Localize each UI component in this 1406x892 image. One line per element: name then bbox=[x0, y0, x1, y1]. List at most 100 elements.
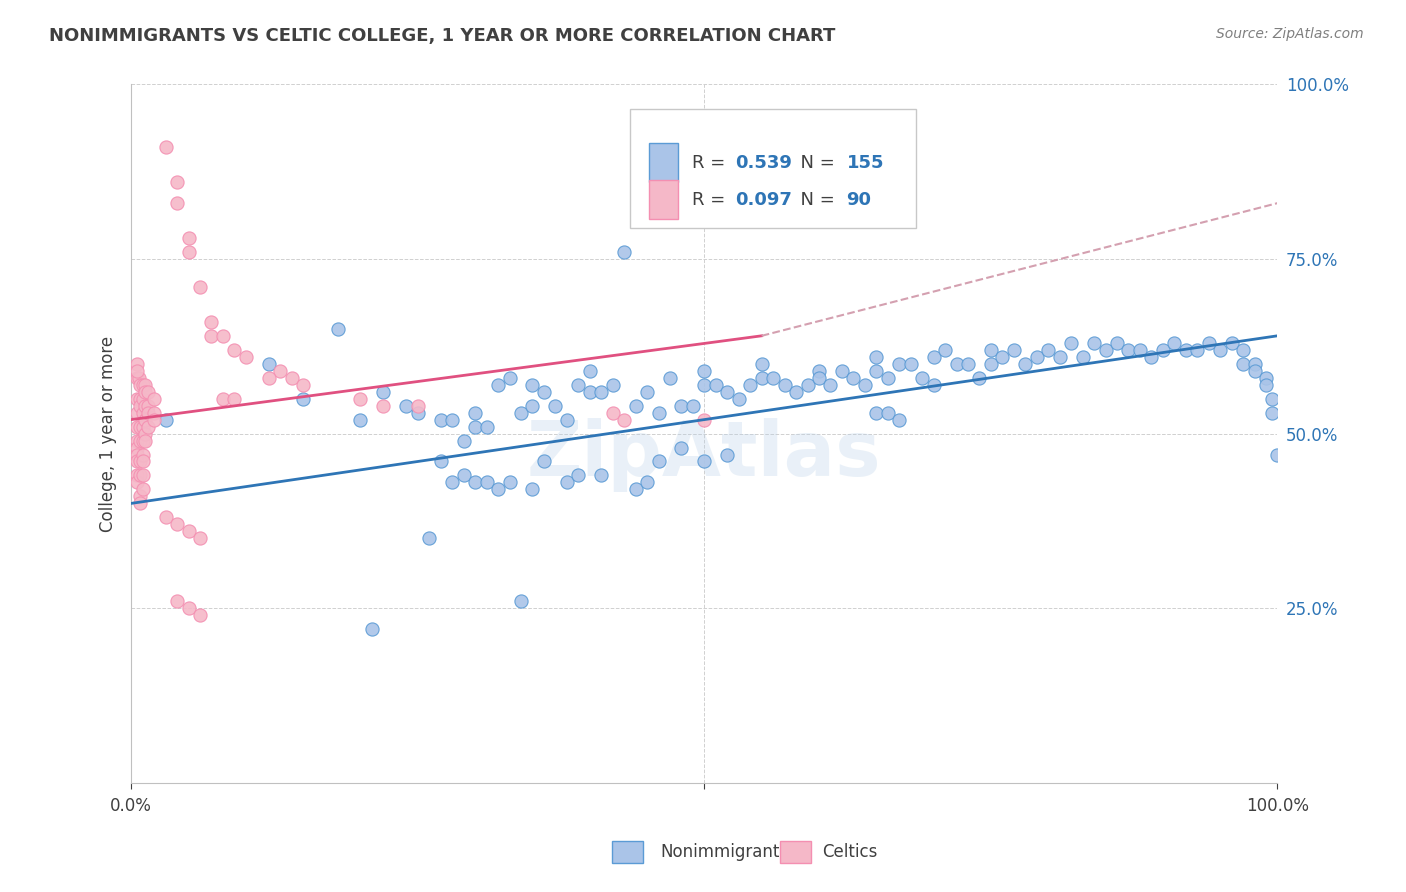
Point bbox=[188, 280, 211, 294]
Point bbox=[945, 357, 967, 371]
Point bbox=[429, 454, 451, 468]
Point bbox=[704, 377, 727, 392]
Point bbox=[406, 399, 429, 413]
Point bbox=[138, 406, 160, 420]
Point bbox=[602, 406, 624, 420]
Point bbox=[740, 377, 762, 392]
Point bbox=[125, 419, 148, 434]
Point bbox=[373, 399, 395, 413]
Point bbox=[555, 475, 578, 490]
Point bbox=[1129, 343, 1152, 357]
Point bbox=[134, 384, 156, 399]
Point bbox=[395, 399, 418, 413]
Point bbox=[129, 377, 152, 392]
Point bbox=[624, 483, 647, 497]
Point bbox=[1220, 335, 1243, 350]
Point bbox=[132, 392, 155, 406]
Point bbox=[129, 454, 152, 468]
Point bbox=[132, 468, 155, 483]
Point bbox=[1163, 335, 1185, 350]
Point bbox=[522, 377, 544, 392]
Point bbox=[900, 357, 922, 371]
Point bbox=[132, 434, 155, 448]
Point bbox=[138, 399, 160, 413]
Point bbox=[486, 483, 509, 497]
Text: 155: 155 bbox=[846, 153, 884, 171]
Point bbox=[510, 406, 533, 420]
Point bbox=[889, 357, 911, 371]
Point bbox=[212, 392, 235, 406]
Point bbox=[1105, 335, 1128, 350]
Point bbox=[464, 419, 486, 434]
Point bbox=[613, 245, 636, 260]
Point bbox=[636, 475, 658, 490]
Point bbox=[693, 377, 716, 392]
Point bbox=[636, 384, 658, 399]
Point bbox=[361, 622, 384, 636]
Point bbox=[188, 531, 211, 545]
Point bbox=[235, 350, 257, 364]
Point bbox=[510, 594, 533, 608]
Point bbox=[807, 370, 830, 384]
Point bbox=[125, 468, 148, 483]
Text: 90: 90 bbox=[846, 191, 872, 209]
Point bbox=[1014, 357, 1036, 371]
Text: ZipAtlas: ZipAtlas bbox=[527, 417, 882, 491]
Point bbox=[1060, 335, 1083, 350]
Point bbox=[134, 412, 156, 426]
Point bbox=[257, 357, 280, 371]
Point bbox=[1209, 343, 1232, 357]
Point bbox=[143, 412, 166, 426]
Point bbox=[1232, 343, 1254, 357]
Point bbox=[129, 496, 152, 510]
Point bbox=[464, 475, 486, 490]
Point bbox=[1094, 343, 1116, 357]
Point bbox=[125, 448, 148, 462]
Point bbox=[922, 350, 945, 364]
Point bbox=[441, 412, 464, 426]
Point bbox=[1140, 350, 1163, 364]
Point bbox=[1025, 350, 1047, 364]
Point bbox=[143, 406, 166, 420]
Point bbox=[188, 608, 211, 623]
Text: Nonimmigrants: Nonimmigrants bbox=[661, 843, 789, 861]
Point bbox=[269, 364, 291, 378]
Point bbox=[326, 322, 349, 336]
Point bbox=[129, 468, 152, 483]
Point bbox=[773, 377, 796, 392]
Point bbox=[125, 406, 148, 420]
Point bbox=[155, 510, 177, 524]
Point bbox=[453, 468, 475, 483]
Point bbox=[257, 370, 280, 384]
Point bbox=[762, 370, 785, 384]
Point bbox=[716, 384, 738, 399]
Point bbox=[128, 370, 150, 384]
Point bbox=[200, 328, 222, 343]
Point bbox=[132, 454, 155, 468]
Point bbox=[1002, 343, 1025, 357]
Point bbox=[1261, 392, 1284, 406]
Text: R =: R = bbox=[692, 153, 731, 171]
Point bbox=[533, 384, 555, 399]
Point bbox=[1267, 448, 1289, 462]
Point bbox=[418, 531, 440, 545]
Point bbox=[224, 392, 246, 406]
Point bbox=[134, 377, 156, 392]
Point bbox=[980, 343, 1002, 357]
Point bbox=[671, 399, 693, 413]
Point bbox=[406, 406, 429, 420]
Point bbox=[132, 419, 155, 434]
Point bbox=[522, 399, 544, 413]
Point bbox=[911, 370, 934, 384]
Point bbox=[613, 412, 636, 426]
Point bbox=[889, 412, 911, 426]
Point bbox=[751, 370, 773, 384]
Point bbox=[1038, 343, 1060, 357]
Point bbox=[578, 384, 600, 399]
Point bbox=[155, 140, 177, 154]
Point bbox=[693, 454, 716, 468]
Point bbox=[876, 370, 898, 384]
Point bbox=[522, 483, 544, 497]
Point bbox=[132, 483, 155, 497]
Point bbox=[969, 370, 991, 384]
